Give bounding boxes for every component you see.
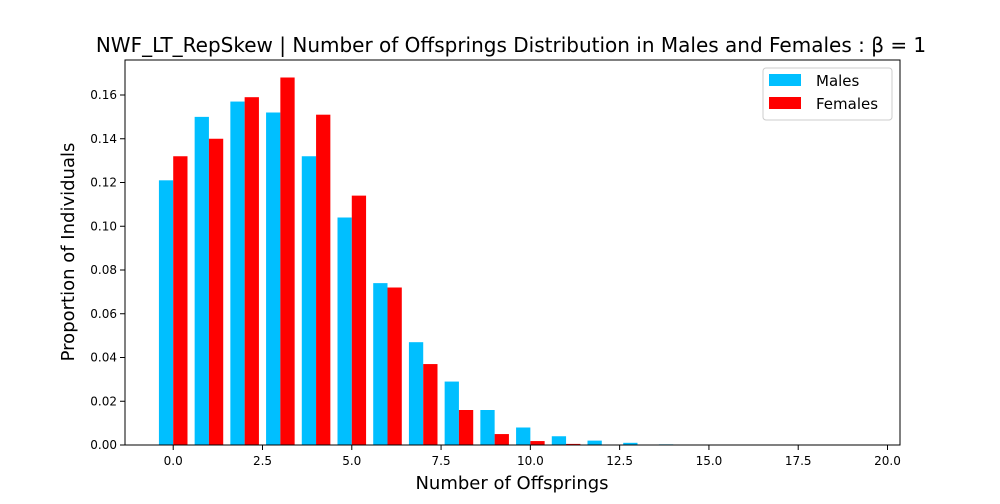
bar-males-12 <box>588 441 602 445</box>
bar-males-1 <box>195 117 209 445</box>
bar-males-4 <box>302 156 316 445</box>
y-tick-label: 0.10 <box>90 219 117 233</box>
legend-swatch-females <box>769 97 801 109</box>
y-tick-label: 0.16 <box>90 88 117 102</box>
x-tick-label: 12.5 <box>606 454 633 468</box>
legend: Males Females <box>763 68 892 120</box>
y-tick-label: 0.12 <box>90 176 117 190</box>
y-tick-label: 0.08 <box>90 263 117 277</box>
bar-males-11 <box>552 436 566 445</box>
bar-females-10 <box>530 441 544 445</box>
y-tick-label: 0.00 <box>90 438 117 452</box>
x-axis-label: Number of Offsprings <box>415 473 608 494</box>
y-axis: 0.00 0.02 0.04 0.06 0.08 0.10 0.12 0.14 0.16 <box>90 88 125 452</box>
bar-males-3 <box>266 113 280 446</box>
x-tick-label: 15.0 <box>696 454 723 468</box>
bar-males-10 <box>516 428 530 446</box>
bar-females-7 <box>423 364 437 445</box>
y-tick-label: 0.06 <box>90 307 117 321</box>
y-tick-label: 0.04 <box>90 351 117 365</box>
y-tick-label: 0.14 <box>90 132 117 146</box>
x-tick-label: 7.5 <box>432 454 451 468</box>
bars-group <box>159 78 709 446</box>
legend-label-males: Males <box>816 72 860 90</box>
bar-females-3 <box>280 78 294 446</box>
x-tick-label: 0.0 <box>164 454 183 468</box>
legend-swatch-males <box>769 74 801 86</box>
x-tick-label: 5.0 <box>342 454 361 468</box>
bar-females-9 <box>495 434 509 445</box>
x-tick-label: 17.5 <box>785 454 812 468</box>
legend-label-females: Females <box>816 95 878 113</box>
bar-males-9 <box>480 410 494 445</box>
bar-males-8 <box>445 382 459 445</box>
bar-males-0 <box>159 180 173 445</box>
x-tick-label: 2.5 <box>253 454 272 468</box>
y-tick-label: 0.02 <box>90 394 117 408</box>
bar-females-2 <box>245 97 259 445</box>
bar-females-4 <box>316 115 330 445</box>
y-axis-label: Proportion of Individuals <box>58 143 79 362</box>
bar-females-0 <box>173 156 187 445</box>
bar-females-5 <box>352 196 366 445</box>
bar-females-1 <box>209 139 223 445</box>
bar-females-6 <box>388 288 402 446</box>
x-tick-label: 20.0 <box>874 454 901 468</box>
bar-males-6 <box>373 283 387 445</box>
x-tick-label: 10.0 <box>517 454 544 468</box>
bar-females-8 <box>459 410 473 445</box>
bar-males-7 <box>409 342 423 445</box>
x-axis: 0.0 2.5 5.0 7.5 10.0 12.5 15.0 17.5 20.0 <box>164 445 901 468</box>
bar-males-5 <box>338 218 352 446</box>
bar-males-2 <box>230 102 244 445</box>
chart-title: NWF_LT_RepSkew | Number of Offsprings Di… <box>96 33 926 57</box>
